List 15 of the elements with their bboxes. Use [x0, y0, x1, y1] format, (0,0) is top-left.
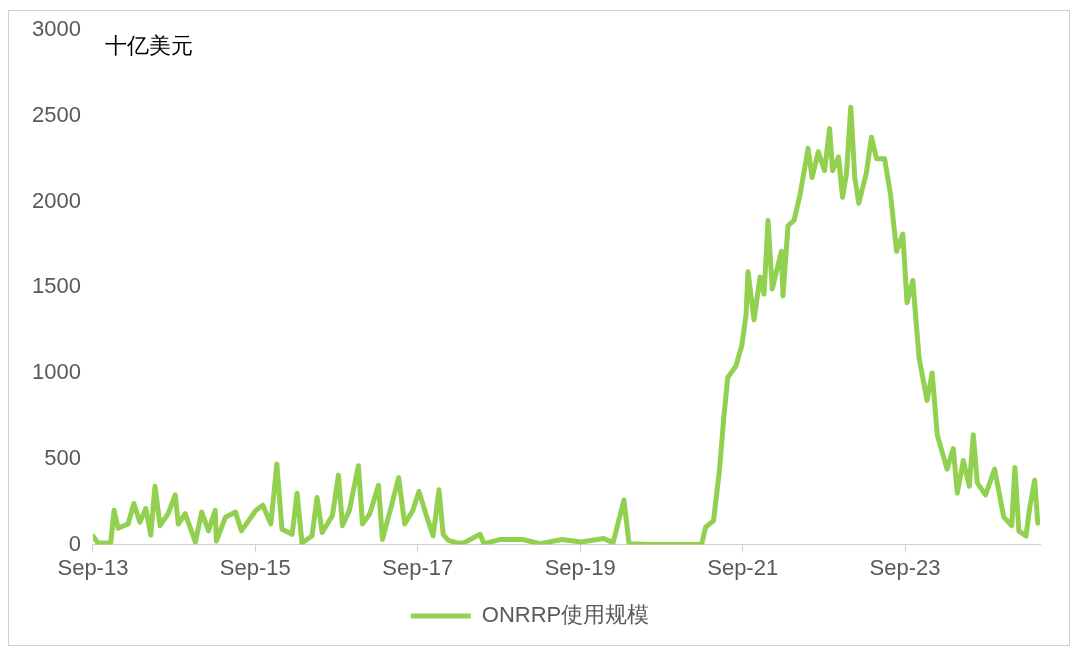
y-tick-label: 0 [68, 530, 81, 556]
y-tick-label: 1000 [31, 359, 81, 385]
x-tick-label: Sep-17 [382, 554, 454, 580]
x-tick-label: Sep-15 [219, 554, 291, 580]
y-tick-label: 3000 [31, 16, 81, 42]
x-tick-label: Sep-19 [544, 554, 616, 580]
y-tick-label: 500 [44, 444, 81, 470]
x-tick-label: Sep-23 [869, 554, 941, 580]
y-tick-label: 2000 [31, 187, 81, 213]
y-tick-label: 1500 [31, 273, 81, 299]
y-axis-title: 十亿美元 [104, 33, 193, 59]
y-tick-label: 2500 [31, 101, 81, 127]
x-tick-label: Sep-13 [57, 554, 129, 580]
x-tick-label: Sep-21 [707, 554, 779, 580]
legend-label: ONRRP使用规模 [481, 602, 650, 628]
